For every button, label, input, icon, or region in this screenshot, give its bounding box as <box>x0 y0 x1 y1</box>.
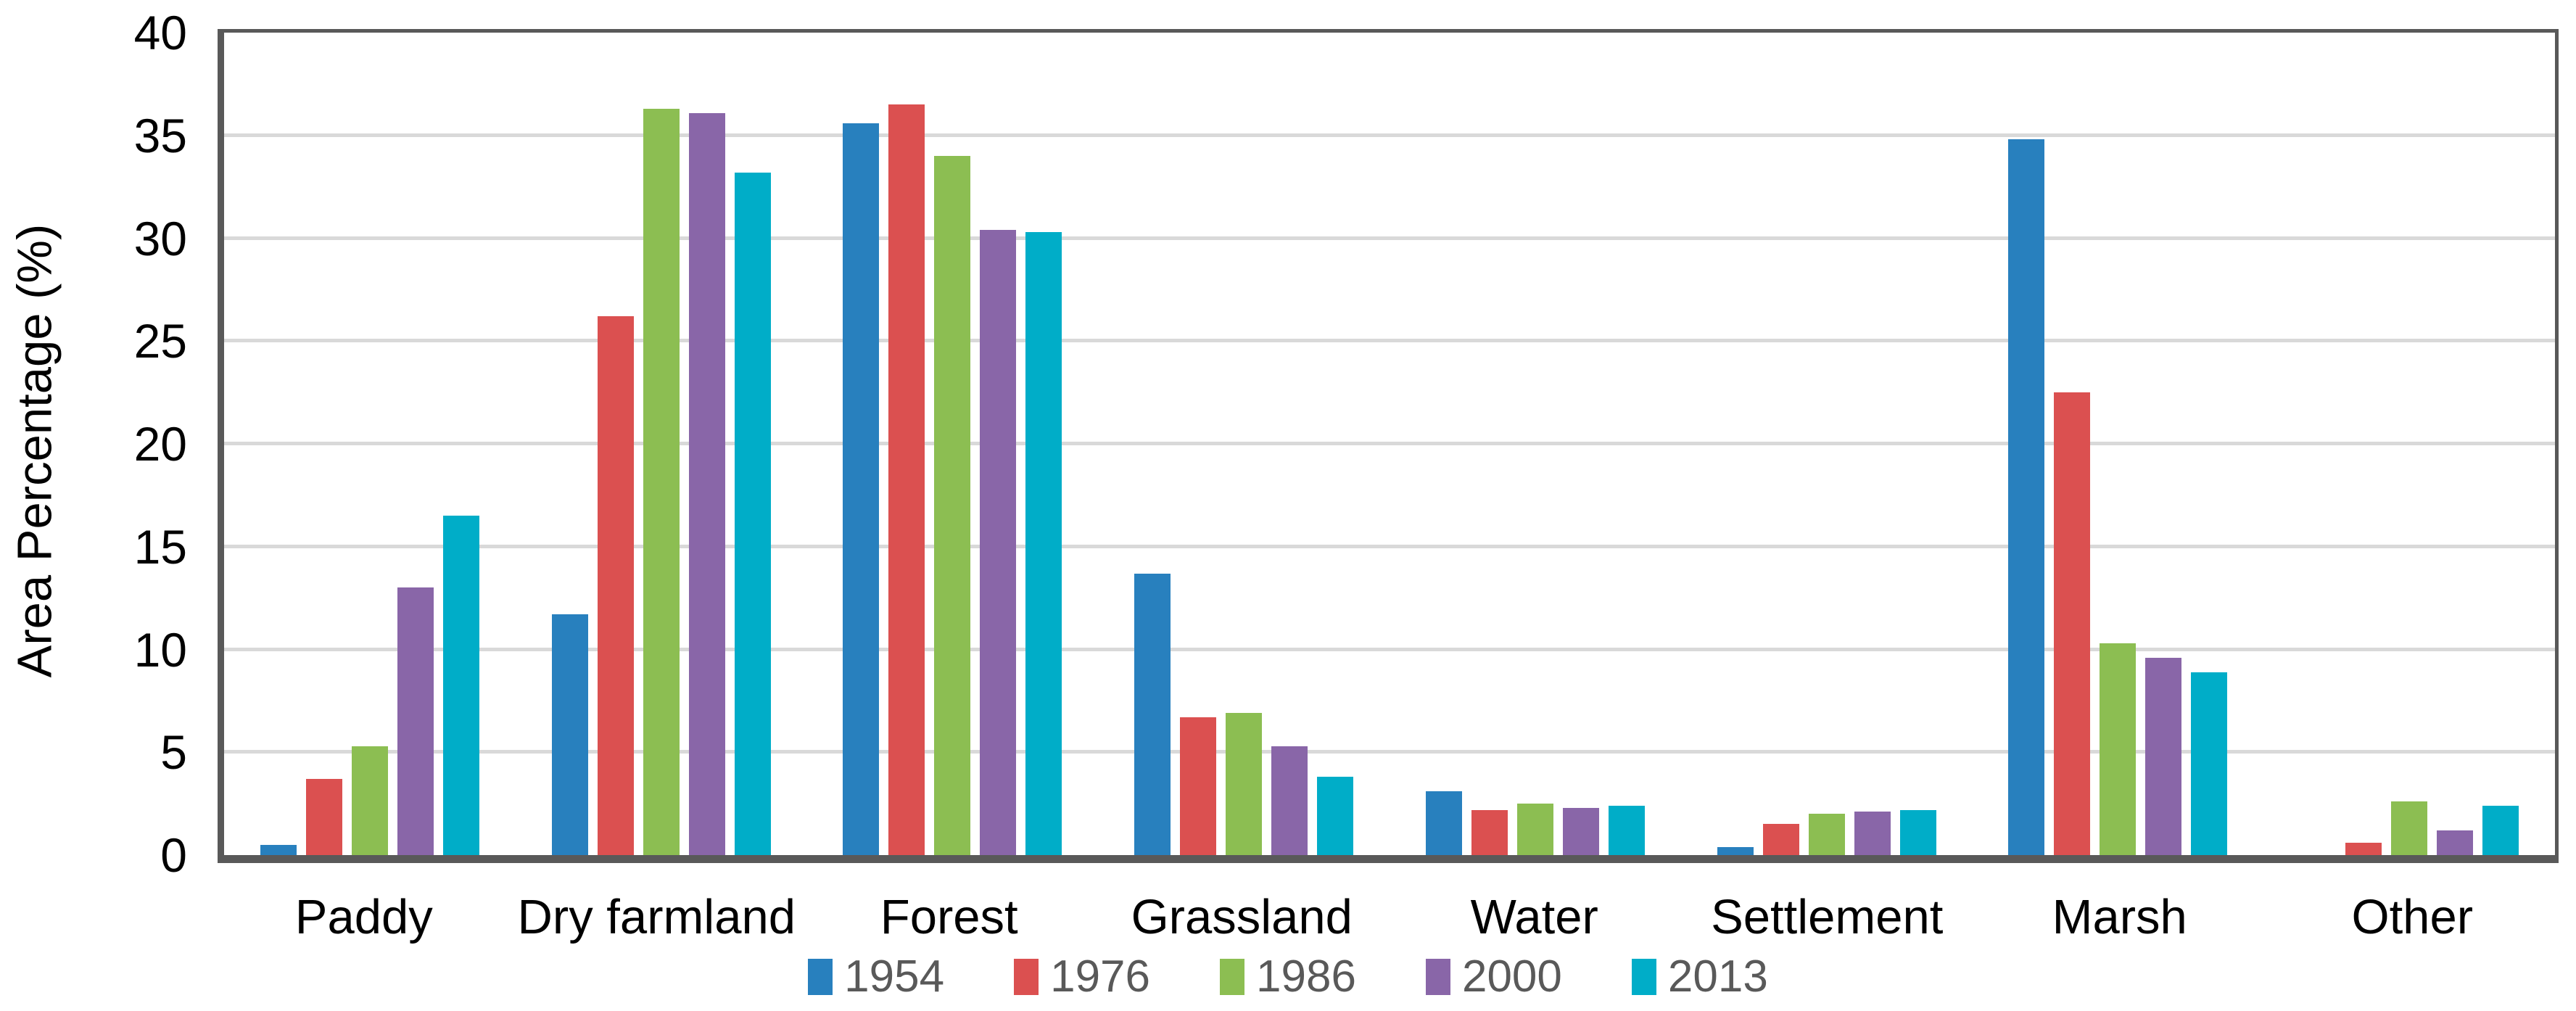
x-label-settlement: Settlement <box>1711 890 1944 944</box>
bar-other-2013 <box>2482 806 2519 855</box>
bar-group-marsh <box>1973 33 2264 855</box>
plot-area <box>218 29 2559 863</box>
bar-marsh-1954 <box>2008 139 2045 855</box>
legend-swatch-icon <box>1631 959 1656 995</box>
bar-settlement-1986 <box>1808 814 1845 855</box>
bar-marsh-2013 <box>2191 672 2228 855</box>
legend-swatch-icon <box>1425 959 1450 995</box>
bar-other-1986 <box>2391 801 2428 855</box>
gridlines <box>224 33 2555 855</box>
bar-grassland-1976 <box>1180 717 1217 855</box>
bar-paddy-2000 <box>397 587 434 855</box>
bar-forest-1954 <box>843 123 880 855</box>
bar-water-1954 <box>1425 791 1462 855</box>
y-tick-20: 20 <box>133 417 187 471</box>
bar-water-2013 <box>1608 806 1645 855</box>
bar-dry-farmland-1986 <box>643 109 680 855</box>
bar-paddy-2013 <box>442 516 479 855</box>
legend-swatch-icon <box>808 959 833 995</box>
legend-label: 2013 <box>1667 952 1768 1002</box>
bar-group-forest <box>807 33 1099 855</box>
legend-label: 1976 <box>1050 952 1151 1002</box>
legend-item-1954: 1954 <box>808 954 944 999</box>
bar-water-2000 <box>1562 808 1599 855</box>
gridline-15 <box>224 544 2555 548</box>
bar-marsh-1976 <box>2054 392 2091 855</box>
bar-dry-farmland-2000 <box>688 113 725 855</box>
bar-forest-2013 <box>1025 232 1062 855</box>
x-axis-category-labels: Paddy Dry farmland Forest Grassland Water Set… <box>218 889 2559 945</box>
bar-marsh-2000 <box>2145 658 2182 855</box>
gridline-5 <box>224 750 2555 754</box>
gridline-35 <box>224 133 2555 137</box>
bar-group-other <box>2263 33 2555 855</box>
bar-grassland-2000 <box>1271 746 1308 855</box>
bar-group-settlement <box>1681 33 1973 855</box>
bar-group-dry-farmland <box>516 33 807 855</box>
legend-swatch-icon <box>1014 959 1039 995</box>
bar-dry-farmland-2013 <box>734 173 771 855</box>
bar-dry-farmland-1976 <box>597 316 634 855</box>
bar-grassland-2013 <box>1317 777 1354 855</box>
legend: 1954 1976 1986 2000 2013 <box>0 954 2576 999</box>
bar-groups <box>224 33 2555 855</box>
bar-water-1976 <box>1471 810 1508 855</box>
gridline-25 <box>224 339 2555 343</box>
bar-forest-2000 <box>980 230 1017 855</box>
y-tick-25: 25 <box>133 314 187 368</box>
legend-swatch-icon <box>1220 959 1245 995</box>
bar-settlement-2013 <box>1899 810 1936 855</box>
bar-forest-1986 <box>934 156 971 855</box>
bar-forest-1976 <box>888 104 925 855</box>
x-label-paddy: Paddy <box>294 890 433 944</box>
bar-grassland-1954 <box>1134 574 1171 855</box>
bar-settlement-1976 <box>1762 824 1799 855</box>
gridline-10 <box>224 647 2555 651</box>
bar-marsh-1986 <box>2100 643 2137 855</box>
bar-group-water <box>1390 33 1681 855</box>
bar-group-paddy <box>224 33 516 855</box>
gridline-30 <box>224 236 2555 240</box>
x-label-grassland: Grassland <box>1131 890 1353 944</box>
y-tick-30: 30 <box>133 211 187 265</box>
legend-label: 1986 <box>1256 952 1356 1002</box>
x-label-dry-farmland: Dry farmland <box>517 890 796 944</box>
y-tick-40: 40 <box>133 6 187 59</box>
bar-other-1976 <box>2345 843 2382 855</box>
x-label-other: Other <box>2351 890 2474 944</box>
bar-paddy-1976 <box>305 779 342 855</box>
y-tick-35: 35 <box>133 108 187 162</box>
bar-paddy-1954 <box>260 845 297 855</box>
legend-item-2000: 2000 <box>1425 952 1562 1002</box>
y-tick-5: 5 <box>160 725 187 780</box>
bar-settlement-1954 <box>1717 847 1754 855</box>
bar-grassland-1986 <box>1226 713 1263 855</box>
legend-label: 1954 <box>844 952 945 1002</box>
legend-item-2013: 2013 <box>1631 952 1768 1002</box>
bar-group-grassland <box>1098 33 1390 855</box>
x-label-water: Water <box>1470 890 1598 944</box>
y-tick-15: 15 <box>133 519 187 574</box>
legend-item-1986: 1986 <box>1220 954 1356 999</box>
bar-paddy-1986 <box>351 746 388 855</box>
x-label-marsh: Marsh <box>2052 890 2187 944</box>
legend-item-1976: 1976 <box>1014 954 1150 999</box>
bar-settlement-2000 <box>1854 812 1891 855</box>
x-label-forest: Forest <box>880 890 1018 944</box>
legend-label: 2000 <box>1461 952 1562 1002</box>
y-tick-0: 0 <box>160 828 187 882</box>
gridline-20 <box>224 442 2555 445</box>
bar-other-2000 <box>2437 830 2474 855</box>
bar-water-1986 <box>1516 804 1553 855</box>
bar-dry-farmland-1954 <box>551 614 588 855</box>
y-tick-10: 10 <box>133 622 187 677</box>
